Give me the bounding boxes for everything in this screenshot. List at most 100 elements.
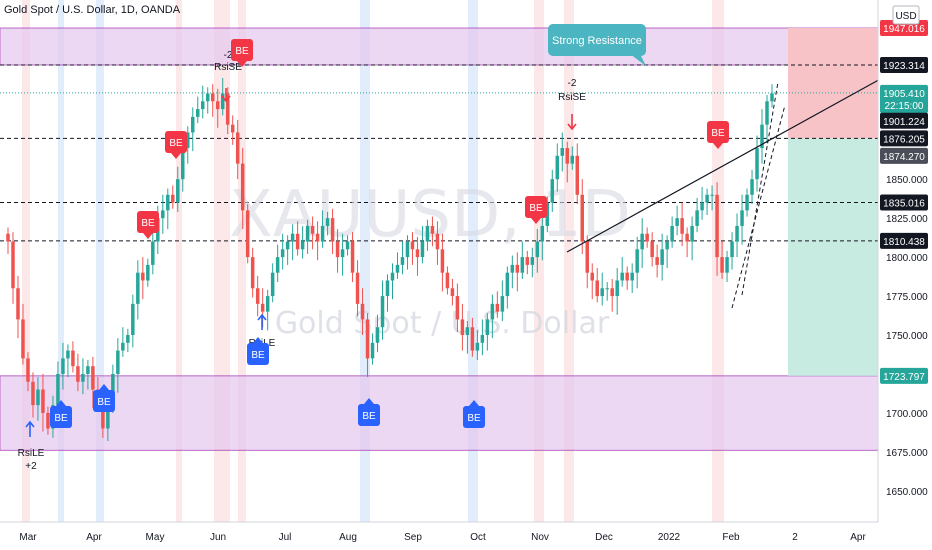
be-badge-label: BE [141,218,155,229]
price-level-tag-text: 1835.016 [883,199,925,210]
time-tick-label: Dec [595,532,613,543]
candle [685,227,689,258]
chart-title: Gold Spot / U.S. Dollar, 1D, OANDA [4,4,181,16]
candle-body [86,366,90,374]
price-level-tag-text: 1905.410 [883,89,925,100]
be-badge: BE [165,131,187,159]
price-level-tag: 1876.205 [880,130,928,147]
price-level-tag: 1874.270 [880,147,928,164]
price-level-tag-text: 1876.205 [883,134,925,145]
be-badge-pointer [143,233,153,239]
candle-body [21,319,25,359]
currency-badge[interactable]: USD [892,5,920,25]
candle-body [755,148,759,180]
candle [640,218,644,269]
candle [375,314,380,353]
candle [615,268,619,315]
be-badges: BE BE BE BE BE BE BE BE BE BE [50,39,729,428]
signal-label: RsiSE [558,92,586,103]
candle [530,247,535,278]
trendline[interactable] [566,76,885,253]
be-badge-box [247,343,269,365]
candle-body [735,225,739,242]
signal-label: +2 [25,461,37,472]
candle-body [375,327,380,343]
candle-body [36,389,40,406]
candle [205,87,210,114]
candle-body [255,288,260,304]
candle-body [605,288,609,290]
candle-body [330,218,335,242]
candle-body [181,148,185,180]
candle [740,194,744,245]
candle-body [555,155,560,180]
candle [245,204,250,264]
price-level-tag-box [880,97,928,114]
session-band [360,0,370,522]
candle [490,294,495,339]
price-level-tag-box [880,147,928,164]
price-tick-label: 1750.000 [886,331,928,342]
candle-body [410,241,415,250]
candle-body [205,93,210,102]
time-tick-label: Nov [531,532,549,543]
candle [305,219,310,254]
candle [91,356,95,409]
candle-body [166,194,170,211]
candle-body [335,241,340,258]
price-level-tag-text: 1901.224 [883,117,925,128]
candle-body [161,210,165,219]
candle-body [560,148,565,156]
candle [66,344,70,378]
candle-body [575,155,580,195]
time-tick-label: Apr [850,532,866,543]
time-tick-label: Apr [86,532,102,543]
candle [465,320,470,354]
candle-body [265,296,270,312]
candle [420,225,425,264]
candle-body [210,93,215,102]
candle [325,211,330,236]
price-tick-label: 1850.000 [886,175,928,186]
be-badge-box [707,121,729,143]
stop-loss-box [788,28,878,139]
candle-body [505,272,510,297]
candle [565,141,570,183]
candle [410,232,415,265]
be-badge-box [358,404,380,426]
price-level-tag: 1923.314 [880,56,928,73]
candle-body [340,249,345,258]
candle [176,166,180,212]
candle-body [665,241,669,250]
candle-body [600,288,604,297]
price-tick-label: 1825.000 [886,214,928,225]
channel-line-upper[interactable] [741,81,779,296]
take-profit-box [788,138,878,376]
candle [560,132,565,172]
candle [440,233,445,292]
price-level-tag-box [880,112,928,129]
candle-body [355,272,360,304]
price-level-tag: 22:15:00 [880,97,928,114]
session-band [58,0,64,522]
candle [515,252,520,292]
candle [710,185,714,211]
be-badge: BE [525,196,547,224]
candle [555,143,560,192]
arrow-up-icon [25,420,35,437]
candle [395,252,400,279]
candle-body [655,257,659,265]
candle [750,169,754,205]
candle-body [595,280,599,297]
candle [285,235,290,265]
candle [770,84,774,108]
candle-body [700,202,704,211]
candle [400,241,405,275]
be-badge-pointer [469,400,479,406]
price-tick-label: 1650.000 [886,487,928,498]
candle [196,96,200,124]
candle-body [455,296,460,320]
candle-body [680,218,684,234]
